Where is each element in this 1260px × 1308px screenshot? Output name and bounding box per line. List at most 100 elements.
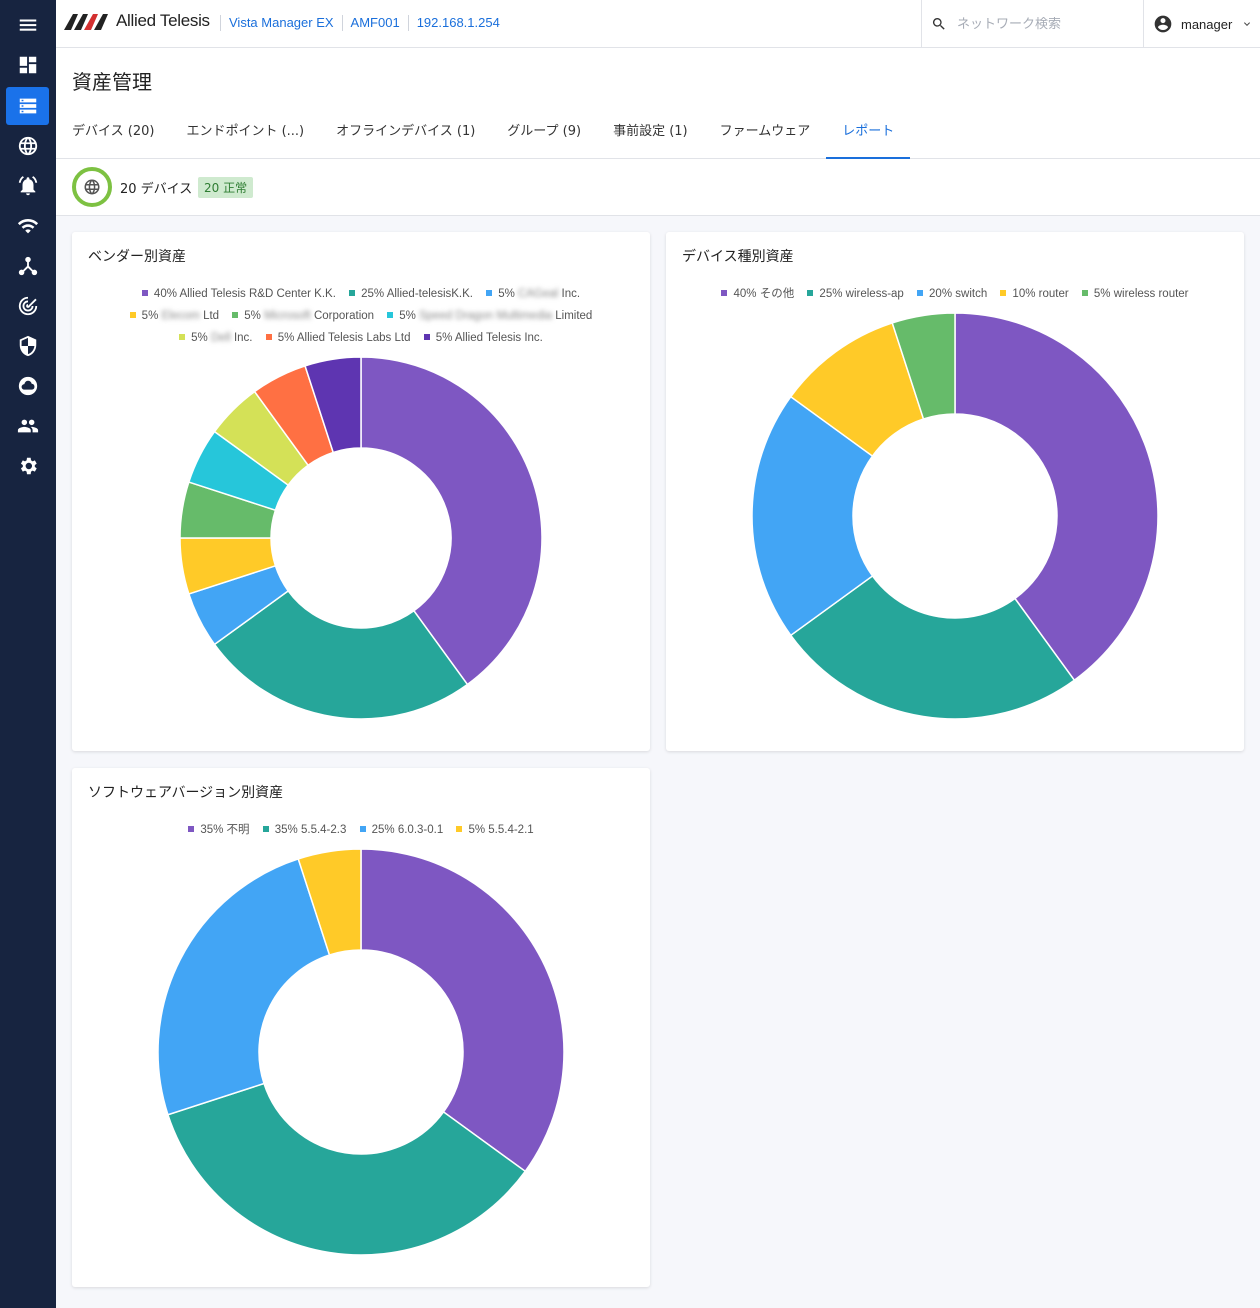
legend-name: wireless router [1113, 288, 1189, 300]
tab-firmware[interactable]: ファームウェア [719, 124, 811, 139]
tab-offline-devices[interactable]: オフラインデバイス (1) [336, 124, 476, 139]
legend-swatch [129, 311, 136, 318]
user-menu[interactable]: manager [1143, 0, 1260, 48]
legend-name: wireless-ap [845, 288, 904, 300]
topology-icon[interactable] [6, 247, 49, 285]
legend-swatch [917, 289, 924, 296]
legend-swatch [807, 289, 814, 296]
legend-name: Inc. [233, 332, 253, 344]
donut-slice[interactable] [304, 356, 362, 454]
globe-icon [84, 179, 100, 195]
account-circle-icon [1154, 15, 1172, 33]
legend-item[interactable]: 5% Dell Inc. [179, 327, 253, 349]
donut-slice[interactable] [954, 312, 1159, 682]
legend-name: Allied Telesis Inc. [454, 332, 543, 344]
legend-name: Limited [555, 310, 593, 322]
legend-item[interactable]: 5% Allied Telesis Inc. [423, 327, 543, 349]
tab-endpoints[interactable]: エンドポイント (...) [186, 124, 305, 139]
chart-legend: 40% その他 25% wireless-ap 20% switch 10% r… [696, 283, 1214, 305]
breadcrumb-ip[interactable]: 192.168.1.254 [407, 15, 508, 31]
device-type-donut-chart [751, 312, 1159, 720]
legend-swatch [387, 311, 394, 318]
legend-pct: 5% [468, 824, 486, 836]
breadcrumb-network[interactable]: AMF001 [341, 15, 408, 31]
alarm-bell-icon[interactable] [6, 167, 49, 205]
legend-swatch [179, 333, 186, 340]
tab-preconfig[interactable]: 事前設定 (1) [613, 124, 688, 139]
legend-name: 5.5.4-2.3 [300, 824, 347, 836]
legend-item[interactable]: 10% router [1000, 283, 1069, 305]
page-header: 資産管理 デバイス (20) エンドポイント (...) オフラインデバイス (… [56, 48, 1260, 159]
legend-item[interactable]: 40% Allied Telesis R&D Center K.K. [141, 283, 336, 305]
legend-name: router [1038, 288, 1069, 300]
legend-pct: 25% [371, 824, 395, 836]
search-input[interactable] [957, 16, 1127, 32]
legend-item[interactable]: 40% その他 [721, 283, 794, 305]
radar-icon[interactable] [6, 287, 49, 325]
network-search [921, 0, 1143, 48]
donut-slice[interactable] [751, 395, 874, 637]
donut-slice[interactable] [213, 589, 469, 720]
legend-pct: 5% [435, 332, 453, 344]
legend-blurred-text: CAGeal [518, 288, 559, 300]
legend-item[interactable]: 5% Microsoft Corporation [232, 305, 374, 327]
legend-pct: 40% [153, 288, 177, 300]
legend-item[interactable]: 5% Allied Telesis Labs Ltd [265, 327, 410, 349]
tab-report[interactable]: レポート [826, 114, 911, 159]
legend-swatch [349, 289, 356, 296]
allied-telesis-logo[interactable]: Allied Telesis [64, 10, 210, 32]
legend-pct: 5% [244, 310, 261, 322]
legend-name: Corporation [313, 310, 375, 322]
allied-telesis-mark-icon [64, 14, 108, 30]
list-icon[interactable] [6, 87, 49, 125]
donut-slice[interactable] [166, 1082, 527, 1256]
card-title: ベンダー別資産 [88, 249, 186, 265]
breadcrumb-product[interactable]: Vista Manager EX [220, 15, 342, 31]
tab-devices[interactable]: デバイス (20) [72, 124, 155, 139]
legend-item[interactable]: 5% Speed Dragon Multimedia Limited [387, 305, 592, 327]
shield-icon[interactable] [6, 327, 49, 365]
donut-slice[interactable] [789, 574, 1076, 720]
donut-slice[interactable] [297, 848, 362, 956]
donut-slice[interactable] [891, 312, 956, 420]
legend-blurred-text: Dell [210, 332, 231, 344]
device-type-assets-card: デバイス種別資産 40% その他 25% wireless-ap 20% swi… [666, 232, 1244, 751]
dashboard-icon[interactable] [6, 46, 49, 84]
legend-item[interactable]: 25% Allied-telesisK.K. [349, 283, 473, 305]
legend-item[interactable]: 35% 5.5.4-2.3 [262, 819, 347, 841]
tab-bar: デバイス (20) エンドポイント (...) オフラインデバイス (1) グル… [56, 114, 911, 159]
donut-slice[interactable] [360, 848, 565, 1173]
legend-item[interactable]: 20% switch [917, 283, 987, 305]
legend-item[interactable]: 25% 6.0.3-0.1 [359, 819, 443, 841]
gear-icon[interactable] [6, 447, 49, 485]
legend-item[interactable]: 5% 5.5.4-2.1 [456, 819, 534, 841]
card-title: デバイス種別資産 [682, 249, 794, 265]
legend-name: switch [955, 288, 988, 300]
legend-swatch [262, 825, 269, 832]
legend-pct: 5% [399, 310, 416, 322]
menu-icon[interactable] [6, 6, 49, 44]
status-bar: 20 デバイス 20 正常 [56, 159, 1260, 216]
globe-icon[interactable] [6, 127, 49, 165]
device-count: 20 デバイス [120, 182, 193, 197]
legend-swatch [1081, 289, 1088, 296]
legend-item[interactable]: 5% Elecom Ltd [129, 305, 219, 327]
legend-name: 不明 [226, 824, 250, 836]
user-name: manager [1181, 16, 1233, 32]
legend-item[interactable]: 5% wireless router [1081, 283, 1189, 305]
legend-pct: 35% [200, 824, 224, 836]
cloud-icon[interactable] [6, 367, 49, 405]
legend-item[interactable]: 5% CAGeal Inc. [486, 283, 580, 305]
wifi-icon[interactable] [6, 207, 49, 245]
legend-item[interactable]: 25% wireless-ap [807, 283, 904, 305]
page-title: 資産管理 [72, 70, 152, 94]
donut-slice[interactable] [157, 857, 331, 1116]
sidebar [0, 0, 56, 1308]
people-icon[interactable] [6, 407, 49, 445]
software-version-donut-chart [157, 848, 565, 1256]
legend-item[interactable]: 35% 不明 [188, 819, 250, 841]
tab-groups[interactable]: グループ (9) [507, 124, 582, 139]
legend-swatch [423, 333, 430, 340]
health-ring [72, 167, 112, 207]
donut-slice[interactable] [360, 356, 543, 686]
